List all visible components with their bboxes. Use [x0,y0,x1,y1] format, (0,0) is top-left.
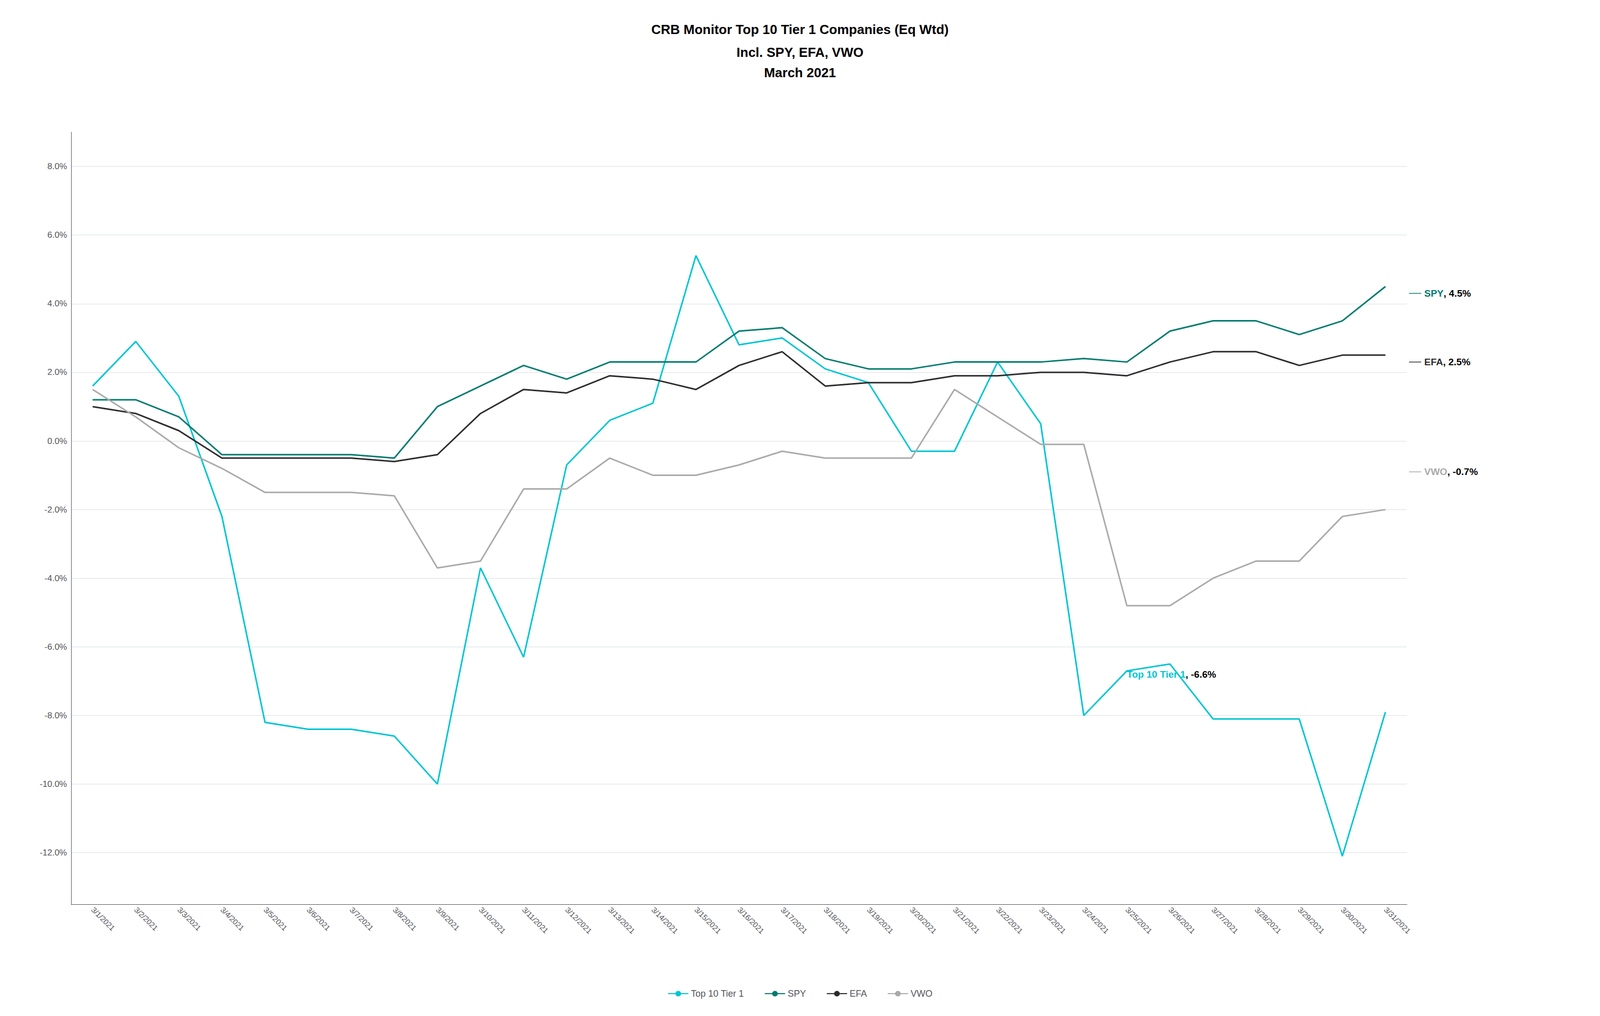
svg-text:3/20/2021: 3/20/2021 [908,905,939,936]
svg-text:EFA: EFA [849,988,868,999]
svg-text:3/22/2021: 3/22/2021 [994,905,1025,936]
svg-text:Top 10 Tier 1: Top 10 Tier 1 [1127,668,1187,680]
svg-text:-2.0%: -2.0% [44,504,68,515]
svg-text:3/9/2021: 3/9/2021 [434,905,462,933]
svg-text:0.0%: 0.0% [47,436,68,446]
svg-text:3/4/2021: 3/4/2021 [218,905,246,933]
svg-text:, 2.5%: , 2.5% [1443,356,1471,368]
svg-text:6.0%: 6.0% [47,230,68,240]
svg-text:3/6/2021: 3/6/2021 [305,905,333,933]
svg-text:-8.0%: -8.0% [44,710,68,721]
svg-text:3/11/2021: 3/11/2021 [520,905,551,935]
svg-text:3/21/2021: 3/21/2021 [951,905,982,936]
svg-text:2.0%: 2.0% [47,367,68,377]
svg-text:3/7/2021: 3/7/2021 [347,905,375,933]
svg-text:3/5/2021: 3/5/2021 [262,905,290,933]
svg-text:VWO: VWO [1424,466,1448,477]
svg-text:-6.0%: -6.0% [44,642,68,652]
svg-text:3/26/2021: 3/26/2021 [1166,905,1197,936]
svg-text:CRB Monitor Top 10 Tier 1 Comp: CRB Monitor Top 10 Tier 1 Companies (Eq … [651,21,949,38]
svg-text:3/28/2021: 3/28/2021 [1253,905,1284,936]
svg-text:3/24/2021: 3/24/2021 [1080,905,1111,936]
svg-text:3/29/2021: 3/29/2021 [1296,905,1327,936]
svg-text:VWO: VWO [910,988,933,999]
svg-text:EFA: EFA [1424,356,1444,368]
svg-text:3/3/2021: 3/3/2021 [175,905,203,933]
svg-text:-12.0%: -12.0% [39,847,68,858]
svg-text:March 2021: March 2021 [763,65,837,81]
svg-text:3/25/2021: 3/25/2021 [1124,905,1155,936]
svg-text:3/12/2021: 3/12/2021 [563,905,594,936]
svg-text:-10.0%: -10.0% [39,779,68,789]
svg-text:3/27/2021: 3/27/2021 [1209,905,1240,936]
svg-text:3/1/2021: 3/1/2021 [89,905,117,933]
svg-text:8.0%: 8.0% [47,161,68,172]
svg-text:, -6.6%: , -6.6% [1185,668,1216,680]
svg-text:3/8/2021: 3/8/2021 [391,905,419,933]
svg-text:, -0.7%: , -0.7% [1447,466,1478,477]
svg-text:SPY: SPY [787,988,807,999]
svg-text:3/30/2021: 3/30/2021 [1339,905,1370,936]
svg-text:Top 10 Tier 1: Top 10 Tier 1 [690,988,744,999]
svg-text:3/10/2021: 3/10/2021 [477,905,508,936]
svg-text:3/31/2021: 3/31/2021 [1382,905,1413,936]
svg-text:3/18/2021: 3/18/2021 [822,905,853,936]
svg-text:3/17/2021: 3/17/2021 [779,905,810,936]
svg-text:SPY: SPY [1424,288,1444,299]
svg-text:3/2/2021: 3/2/2021 [132,905,160,933]
svg-text:3/23/2021: 3/23/2021 [1037,905,1068,936]
svg-text:3/16/2021: 3/16/2021 [736,905,766,936]
svg-text:4.0%: 4.0% [47,298,68,309]
svg-text:3/13/2021: 3/13/2021 [606,905,637,936]
svg-text:-4.0%: -4.0% [44,573,68,584]
svg-text:3/19/2021: 3/19/2021 [865,905,896,936]
svg-text:3/15/2021: 3/15/2021 [692,905,723,936]
svg-text:3/14/2021: 3/14/2021 [649,905,680,936]
svg-text:Incl. SPY, EFA, VWO: Incl. SPY, EFA, VWO [736,44,864,60]
svg-text:, 4.5%: , 4.5% [1443,288,1471,299]
